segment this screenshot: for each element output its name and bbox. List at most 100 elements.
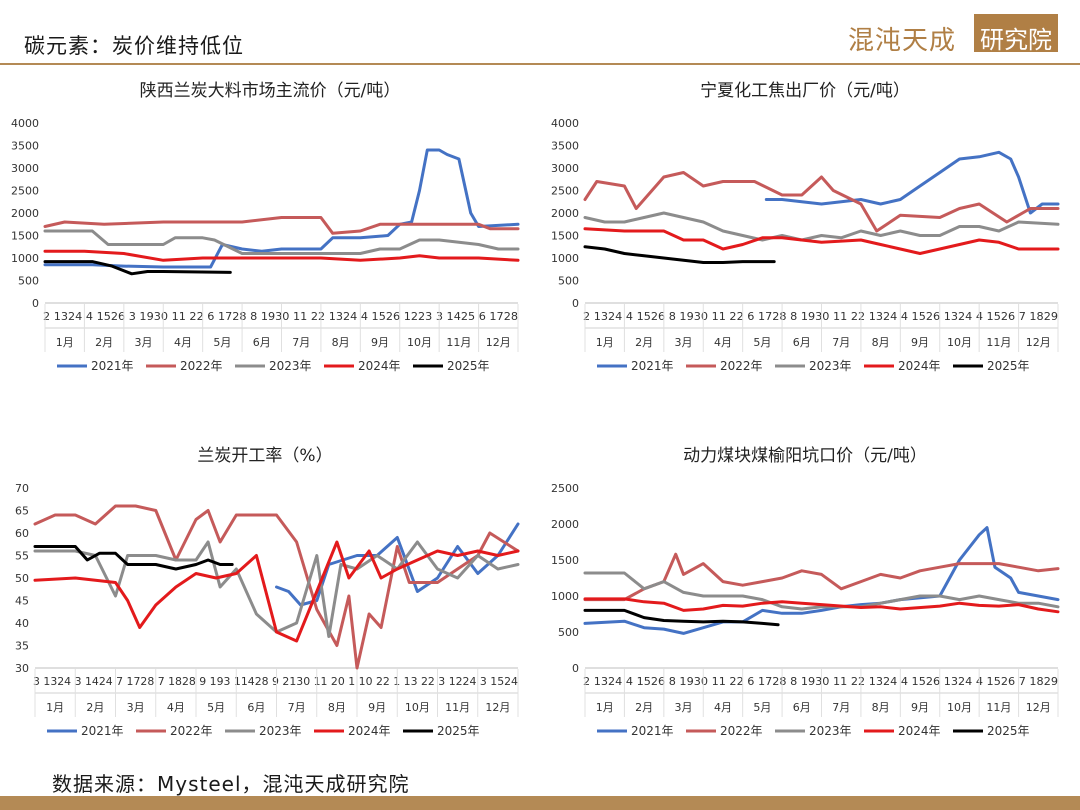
y-tick-label: 1500 [551, 230, 579, 243]
y-tick-label: 50 [15, 572, 29, 585]
legend-label: 2024年 [898, 724, 941, 738]
series-line [43, 260, 232, 276]
series-line [583, 597, 1060, 614]
series-line [43, 148, 520, 269]
y-tick-label: 4000 [11, 117, 39, 130]
y-tick-label: 2000 [11, 207, 39, 220]
x-tick-labels: 2 1324 4 1526 8 1930 11 22 6 1728 8 1930… [583, 675, 1058, 688]
month-label: 5月 [753, 701, 771, 714]
legend-label: 2023年 [259, 724, 302, 738]
y-tick-label: 500 [18, 275, 39, 288]
x-tick-labels: 3 1324 3 1424 7 1728 7 1828 9 193 11428 … [33, 675, 518, 688]
month-label: 10月 [947, 701, 972, 714]
month-label: 8月 [332, 336, 350, 349]
series-line [764, 150, 1060, 215]
y-tick-label: 35 [15, 640, 29, 653]
legend-label: 2024年 [898, 359, 941, 373]
series-line [43, 249, 520, 262]
month-label: 4月 [167, 701, 185, 714]
month-label: 2月 [95, 336, 113, 349]
logo-box-text: 研究院 [980, 26, 1052, 54]
series-line [583, 552, 1060, 602]
chart-3: 兰炭开工率（%） 30 35 40 45 50 55 60 65 70 3 1324 3 1424 … [15, 446, 520, 738]
month-label: 7月 [832, 701, 850, 714]
month-label: 12月 [485, 701, 510, 714]
month-label: 8月 [328, 701, 346, 714]
chart-title: 陕西兰炭大料市场主流价（元/吨） [140, 81, 401, 101]
month-label: 1月 [596, 701, 614, 714]
y-tick-label: 45 [15, 595, 29, 608]
y-tick-label: 500 [558, 275, 579, 288]
legend-label: 2025年 [437, 724, 480, 738]
month-label: 9月 [371, 336, 389, 349]
y-tick-label: 2000 [551, 207, 579, 220]
series-line [583, 526, 1060, 635]
month-label: 12月 [486, 336, 511, 349]
y-tick-label: 2500 [551, 185, 579, 198]
month-label: 9月 [368, 701, 386, 714]
source-note: 数据来源：Mysteel，混沌天成研究院 [52, 772, 410, 796]
month-label: 1月 [46, 701, 64, 714]
month-label: 11月 [446, 336, 471, 349]
month-label: 11月 [445, 701, 470, 714]
y-tick-label: 30 [15, 662, 29, 675]
month-label: 1月 [56, 336, 74, 349]
month-label: 5月 [207, 701, 225, 714]
y-tick-label: 2500 [11, 185, 39, 198]
footer-bar [0, 796, 1080, 810]
month-label: 1月 [596, 336, 614, 349]
legend-label: 2022年 [170, 724, 213, 738]
month-label: 8月 [872, 336, 890, 349]
y-tick-label: 0 [572, 662, 579, 675]
month-label: 12月 [1026, 336, 1051, 349]
y-tick-label: 4000 [551, 117, 579, 130]
y-tick-label: 1000 [551, 252, 579, 265]
month-label: 7月 [292, 336, 310, 349]
month-label: 3月 [675, 701, 693, 714]
series-line [583, 227, 1060, 255]
x-tick-labels: 2 1324 4 1526 3 1930 11 22 6 1728 8 1930… [43, 310, 518, 323]
logo-text: 混沌天成 [848, 26, 957, 56]
legend-label: 2023年 [809, 359, 852, 373]
y-tick-label: 1000 [551, 590, 579, 603]
brand-logo: 混沌天成 研究院 [848, 14, 1058, 56]
month-label: 10月 [407, 336, 432, 349]
month-label: 6月 [247, 701, 265, 714]
y-tick-label: 55 [15, 550, 29, 563]
series-line [583, 211, 1060, 242]
x-tick-labels: 2 1324 4 1526 8 1930 11 22 6 1728 8 1930… [583, 310, 1058, 323]
chart-title: 动力煤块煤榆阳坑口价（元/吨） [683, 446, 927, 466]
legend-label: 2021年 [631, 359, 674, 373]
legend-label: 2021年 [91, 359, 134, 373]
y-tick-label: 3500 [551, 140, 579, 153]
series-line [583, 171, 1060, 233]
series-line [33, 504, 520, 670]
legend-label: 2022年 [720, 359, 763, 373]
series-line [33, 545, 234, 571]
y-tick-label: 60 [15, 527, 29, 540]
chart-2: 宁夏化工焦出厂价（元/吨） 0 500 1000 1500 2000 2500 3000 350… [551, 81, 1060, 373]
y-tick-label: 1000 [11, 252, 39, 265]
month-label: 6月 [793, 701, 811, 714]
month-label: 3月 [675, 336, 693, 349]
month-label: 10月 [405, 701, 430, 714]
month-label: 6月 [253, 336, 271, 349]
month-label: 8月 [872, 701, 890, 714]
series-line [43, 229, 520, 255]
month-label: 7月 [288, 701, 306, 714]
chart-title: 宁夏化工焦出厂价（元/吨） [700, 81, 910, 101]
slide-title: 碳元素：炭价维持低位 [24, 34, 244, 58]
header-rule [0, 63, 1080, 65]
chart-4: 动力煤块煤榆阳坑口价（元/吨） 0 500 1000 1500 2000 2500 2 132… [551, 446, 1060, 738]
month-label: 11月 [986, 701, 1011, 714]
legend-label: 2024年 [348, 724, 391, 738]
legend-label: 2025年 [987, 359, 1030, 373]
y-tick-label: 500 [558, 626, 579, 639]
series-line [33, 540, 520, 638]
month-label: 2月 [635, 701, 653, 714]
legend-label: 2025年 [447, 359, 490, 373]
month-label: 5月 [213, 336, 231, 349]
legend-label: 2021年 [631, 724, 674, 738]
legend-label: 2021年 [81, 724, 124, 738]
